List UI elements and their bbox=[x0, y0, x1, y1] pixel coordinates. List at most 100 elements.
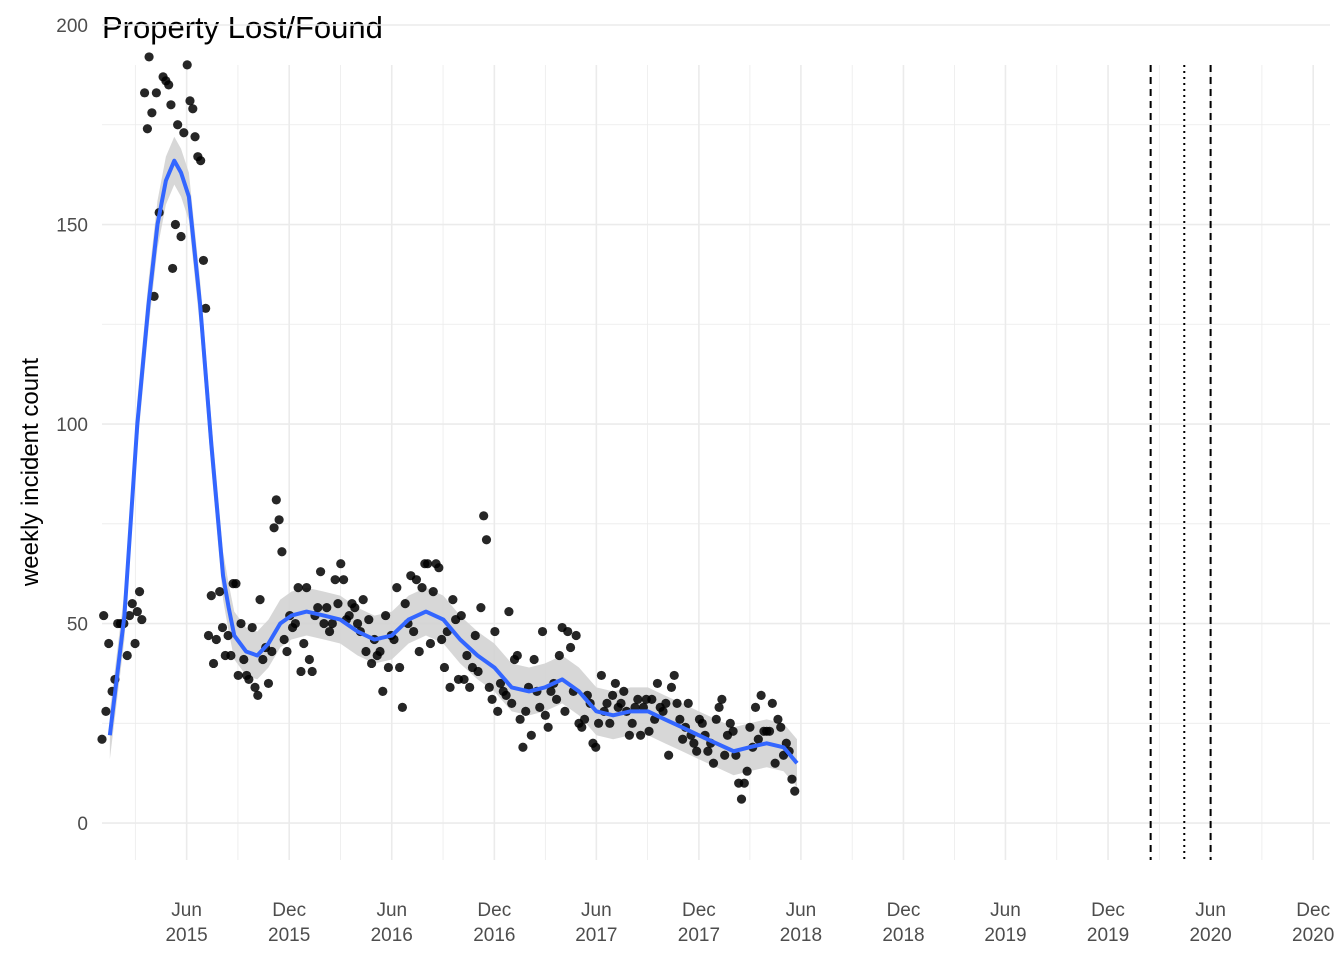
x-axis-ticks: Jun 2015 Dec 2015 Jun 2016 Dec 2016 Jun 2017 Dec 20… bbox=[165, 900, 1334, 946]
x-tick-label-month: Dec bbox=[887, 900, 921, 921]
x-tick-label-year: 2020 bbox=[1189, 925, 1231, 946]
data-point bbox=[293, 583, 303, 593]
data-point bbox=[540, 710, 550, 720]
data-point bbox=[764, 726, 775, 736]
data-point bbox=[104, 638, 114, 649]
data-point bbox=[661, 698, 671, 708]
data-point bbox=[411, 575, 422, 585]
data-point bbox=[459, 674, 469, 685]
data-point bbox=[535, 702, 545, 712]
x-tick-label-year: 2015 bbox=[165, 925, 207, 946]
data-point bbox=[554, 650, 564, 661]
data-point bbox=[206, 591, 216, 601]
smooth-line-layer bbox=[107, 158, 799, 765]
data-point bbox=[708, 758, 719, 768]
data-point bbox=[479, 511, 489, 521]
data-point bbox=[518, 742, 528, 752]
data-point bbox=[282, 646, 292, 657]
data-point bbox=[179, 128, 189, 138]
data-point bbox=[327, 618, 337, 629]
data-point bbox=[352, 618, 363, 629]
x-tick-label-month: Jun bbox=[786, 900, 817, 921]
smooth-trend-line bbox=[107, 158, 799, 765]
data-point bbox=[750, 702, 761, 712]
data-point bbox=[164, 80, 174, 90]
data-point bbox=[773, 714, 783, 724]
data-point bbox=[658, 706, 668, 716]
x-tick-label-year: 2015 bbox=[268, 925, 310, 946]
x-tick-label-year: 2019 bbox=[1087, 925, 1129, 946]
data-point bbox=[593, 718, 604, 728]
data-point bbox=[315, 567, 326, 577]
data-point bbox=[244, 674, 254, 685]
data-point bbox=[571, 630, 581, 641]
data-point bbox=[338, 575, 349, 585]
data-point bbox=[99, 610, 109, 621]
data-point bbox=[267, 646, 277, 657]
data-point bbox=[423, 559, 433, 569]
data-point bbox=[290, 618, 300, 629]
data-point bbox=[132, 606, 142, 617]
y-axis-ticks: 0 50 100 150 200 bbox=[56, 16, 88, 835]
data-point bbox=[269, 523, 279, 533]
data-point bbox=[602, 698, 612, 708]
data-point bbox=[307, 666, 317, 677]
x-tick-label-year: 2018 bbox=[780, 925, 822, 946]
data-point bbox=[770, 758, 780, 768]
data-point bbox=[720, 750, 730, 760]
data-point bbox=[142, 124, 152, 134]
data-point bbox=[203, 630, 214, 641]
data-point bbox=[711, 714, 721, 724]
data-point bbox=[226, 650, 236, 661]
data-point bbox=[560, 706, 570, 716]
data-point bbox=[151, 88, 161, 98]
x-tick-label-month: Dec bbox=[272, 900, 306, 921]
data-point bbox=[190, 132, 200, 142]
data-point bbox=[596, 670, 606, 681]
data-point bbox=[201, 303, 211, 313]
data-point bbox=[697, 718, 707, 728]
data-point bbox=[417, 583, 427, 593]
data-point bbox=[211, 634, 221, 645]
y-tick-label: 150 bbox=[56, 216, 88, 237]
data-point bbox=[526, 730, 536, 740]
data-point bbox=[137, 614, 147, 625]
data-point bbox=[250, 682, 260, 693]
x-tick-label-month: Dec bbox=[682, 900, 716, 921]
data-point bbox=[375, 646, 385, 657]
x-tick-label-year: 2017 bbox=[575, 925, 617, 946]
data-point bbox=[462, 650, 472, 661]
data-point bbox=[247, 622, 257, 633]
data-point bbox=[736, 794, 747, 804]
data-point bbox=[490, 626, 500, 637]
data-point bbox=[473, 666, 483, 677]
data-point bbox=[672, 698, 682, 708]
data-point bbox=[507, 698, 517, 708]
data-point bbox=[358, 595, 368, 605]
data-point bbox=[627, 718, 637, 728]
data-point bbox=[208, 658, 219, 669]
data-point bbox=[591, 742, 601, 752]
data-point bbox=[551, 694, 562, 704]
data-point bbox=[366, 658, 377, 669]
data-point bbox=[215, 587, 225, 597]
data-point bbox=[188, 104, 198, 114]
data-point bbox=[504, 606, 514, 617]
data-point bbox=[495, 678, 506, 689]
data-point bbox=[529, 654, 539, 665]
data-point bbox=[465, 682, 475, 693]
data-point bbox=[425, 638, 436, 649]
data-point bbox=[725, 718, 735, 728]
data-point bbox=[470, 630, 480, 641]
data-point bbox=[304, 654, 314, 665]
vertical-lines-layer bbox=[1149, 65, 1212, 860]
data-point bbox=[636, 730, 646, 740]
data-point bbox=[543, 722, 553, 732]
data-point bbox=[703, 746, 713, 756]
data-point bbox=[546, 686, 556, 696]
data-point bbox=[456, 610, 466, 621]
data-point bbox=[675, 714, 685, 724]
data-point bbox=[198, 255, 209, 266]
data-point bbox=[122, 650, 132, 661]
data-point bbox=[487, 694, 497, 704]
